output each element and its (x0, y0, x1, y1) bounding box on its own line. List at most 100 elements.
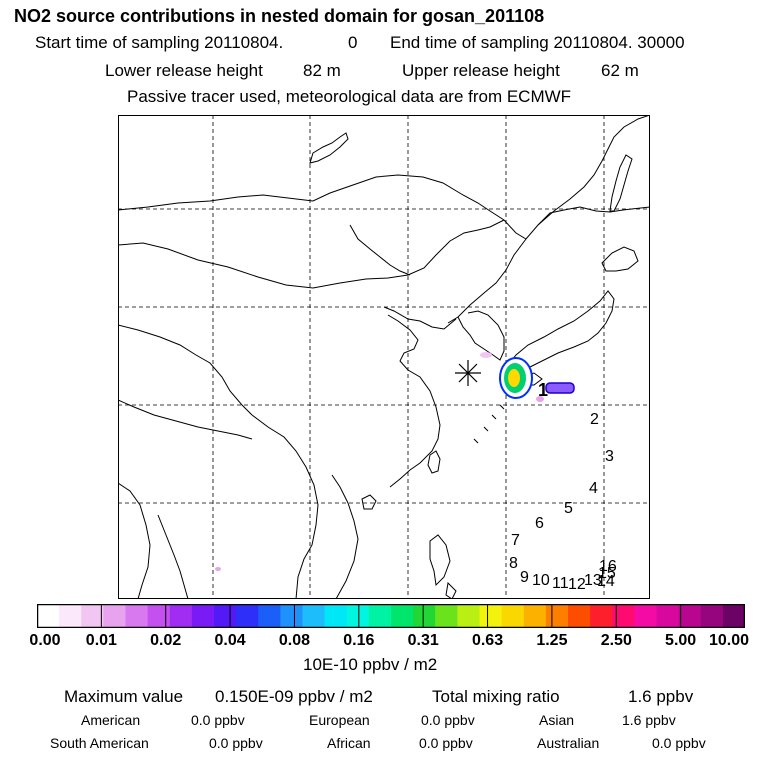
japan-hokkaido (601, 246, 639, 272)
color-swatch (612, 604, 635, 628)
trajectory-label: 3 (605, 448, 614, 465)
color-swatch (501, 604, 525, 628)
color-swatch (147, 604, 171, 628)
russia-far-east-coast (537, 115, 650, 226)
trajectory-label: 4 (589, 480, 598, 497)
color-scale-frame (37, 604, 745, 628)
color-scale-tick-label: 0.00 (29, 632, 61, 649)
trajectory-label: 9 (520, 569, 529, 586)
japan-honshu (507, 290, 615, 378)
color-swatch (37, 604, 60, 628)
color-scale-units: 10E-10 ppbv / m2 (303, 655, 438, 674)
trajectory-label: 12 (568, 576, 586, 593)
baikal-lake (309, 132, 349, 164)
myanmar-outline (157, 514, 189, 599)
color-swatch (523, 604, 547, 628)
region-name-european: European (309, 712, 370, 728)
upper-release-value: 62 m (601, 61, 639, 80)
color-swatch (435, 604, 458, 628)
color-swatch (413, 604, 436, 628)
color-swatch (722, 604, 745, 628)
trajectory-label: 10 (532, 572, 550, 589)
color-swatch (280, 604, 304, 628)
max-value: 0.150E-09 ppbv / m2 (215, 687, 373, 706)
region-value-australian: 0.0 ppbv (652, 735, 706, 751)
tibet-border (118, 324, 253, 416)
total-mixing-label: Total mixing ratio (432, 687, 560, 706)
color-swatch (590, 604, 613, 628)
color-swatch (545, 604, 569, 628)
sakhalin-island (609, 154, 633, 212)
color-scale-tick-label: 0.63 (471, 632, 504, 649)
himalaya-border (118, 399, 253, 440)
color-swatch (346, 604, 370, 628)
map-frame (118, 115, 650, 599)
color-swatch (236, 604, 259, 628)
trajectory-label: 6 (535, 515, 544, 532)
color-scale-tick-label: 5.00 (665, 632, 697, 649)
trajectory-label: 11 (552, 575, 569, 592)
color-scale-tick-label: 0.08 (278, 632, 311, 649)
color-swatch (258, 604, 281, 628)
map-panel: 1 2 3 4 5 6 7 8 9 10 11 12 13 14 15 16 (118, 115, 650, 599)
concentration-plume (215, 352, 575, 571)
color-swatch (656, 604, 680, 628)
region-value-asian: 1.6 ppbv (622, 712, 676, 728)
trajectory-label: 13 (584, 572, 602, 589)
trajectory-label: 15 (598, 565, 616, 582)
start-time-value: 0 (348, 33, 358, 52)
color-swatch (59, 604, 82, 628)
color-scale-tick-label: 1.25 (536, 632, 568, 649)
color-swatch (391, 604, 414, 628)
color-swatch (368, 604, 392, 628)
region-name-australian: Australian (537, 735, 600, 751)
color-scale-tick-label: 0.16 (343, 632, 375, 649)
taiwan-island (427, 450, 441, 474)
plume-faint-patch (480, 352, 492, 358)
indochina-outline (251, 414, 319, 599)
color-scale-tick-label: 0.01 (85, 632, 117, 649)
bohai-coast (383, 306, 457, 330)
color-swatch (678, 604, 702, 628)
total-mixing-value: 1.6 ppbv (628, 687, 694, 706)
plume-faint-patch (536, 396, 544, 402)
mongolia-border (118, 219, 505, 289)
trajectory-label: 8 (509, 555, 518, 572)
philippines-luzon (429, 534, 451, 587)
end-time-label: End time of sampling 20110804. 30000 (390, 33, 685, 52)
color-swatch (634, 604, 658, 628)
map-title: NO2 source contributions in nested domai… (14, 6, 545, 26)
color-scale-tick-label: 2.50 (600, 632, 632, 649)
trajectory-label: 7 (511, 532, 520, 549)
color-swatch (568, 604, 591, 628)
color-swatch (457, 604, 481, 628)
lower-release-label: Lower release height (105, 61, 263, 80)
color-swatch (302, 604, 326, 628)
color-swatch (700, 604, 724, 628)
upper-release-label: Upper release height (402, 61, 560, 80)
region-name-african: African (327, 735, 371, 751)
vietnam-coast (331, 474, 359, 599)
trajectory-label: 5 (564, 500, 573, 517)
china-korea-border (447, 238, 527, 324)
region-value-american: 0.0 ppbv (191, 712, 245, 728)
china-coast (387, 314, 441, 488)
plume-core (508, 369, 520, 387)
color-scale-tick-label: 0.02 (150, 632, 182, 649)
color-scale-tick-label: 10.00 (708, 632, 750, 649)
color-swatch (324, 604, 348, 628)
color-scale-tick-label: 0.31 (407, 632, 439, 649)
plume-eastern-patch (545, 382, 575, 394)
color-swatch (479, 604, 503, 628)
okinawa-chain (473, 404, 505, 444)
india-outline (118, 482, 151, 599)
trajectory-label: 2 (590, 411, 599, 428)
trajectory-label: 16 (599, 558, 617, 575)
color-swatch (214, 604, 237, 628)
region-value-european: 0.0 ppbv (421, 712, 475, 728)
color-swatch (125, 604, 149, 628)
plume-faint-patch (215, 567, 221, 571)
northern-border (118, 174, 650, 240)
color-swatch (169, 604, 193, 628)
max-value-label: Maximum value (64, 687, 184, 706)
